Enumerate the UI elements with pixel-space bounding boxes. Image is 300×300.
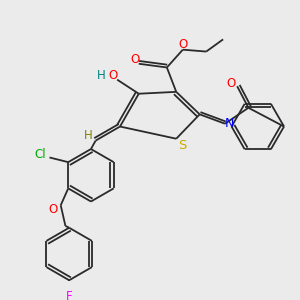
Text: O: O [178,38,188,51]
Text: O: O [130,52,140,65]
Text: O: O [226,77,235,90]
Text: S: S [178,139,187,152]
Text: H: H [84,129,92,142]
Text: O: O [49,202,58,215]
Text: F: F [66,290,73,300]
Text: H: H [97,69,106,82]
Text: N: N [225,117,234,130]
Text: Cl: Cl [34,148,46,161]
Text: O: O [108,69,117,82]
